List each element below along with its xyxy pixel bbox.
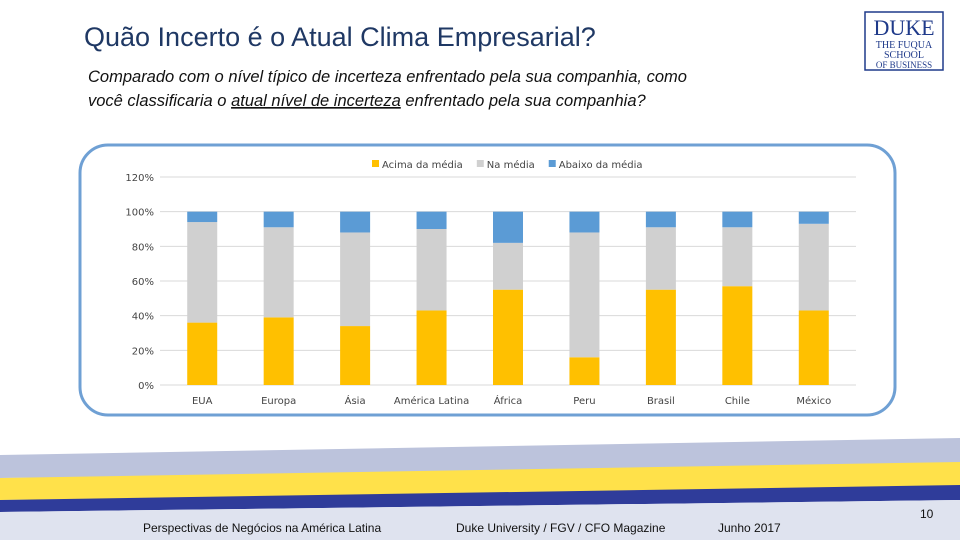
bar-segment <box>187 211 218 223</box>
legend-swatch <box>548 160 556 167</box>
y-tick-label: 120% <box>125 173 154 184</box>
bar-segment <box>340 326 371 385</box>
bar-segment <box>416 229 447 311</box>
swoosh <box>0 500 960 540</box>
legend-label: Na média <box>487 159 535 171</box>
bar-segment <box>722 211 753 228</box>
y-tick-label: 40% <box>132 312 154 323</box>
swoosh <box>0 485 960 512</box>
question-part: atual nível de incerteza <box>231 92 401 110</box>
bar-segment <box>416 211 447 229</box>
logo-text: OF BUSINESS <box>876 60 932 70</box>
bar-segment <box>569 211 600 233</box>
x-tick-label: EUA <box>192 396 213 407</box>
question-part: Comparado com o nível típico de incertez… <box>88 68 687 86</box>
x-tick-label: África <box>494 394 523 407</box>
y-tick-label: 100% <box>125 208 154 219</box>
bar-segment <box>493 242 523 290</box>
bar-segment <box>798 211 829 224</box>
logo-text: SCHOOL <box>884 50 924 61</box>
page-number: 10 <box>920 507 934 521</box>
bar-segment <box>416 310 447 385</box>
footer-text: Perspectivas de Negócios na América Lati… <box>143 521 381 535</box>
y-tick-label: 60% <box>132 277 154 288</box>
legend-swatch <box>372 160 379 167</box>
bar-segment <box>645 211 676 228</box>
question-line: você classificaria o atual nível de ince… <box>88 92 647 110</box>
x-tick-label: Europa <box>261 396 296 407</box>
footer-text: Junho 2017 <box>718 521 781 535</box>
bar-segment <box>722 286 753 385</box>
bar-segment <box>569 357 600 385</box>
x-tick-label: Peru <box>573 396 595 407</box>
y-tick-label: 20% <box>132 346 154 357</box>
legend-swatch <box>476 160 484 167</box>
footer-text: Duke University / FGV / CFO Magazine <box>456 521 666 535</box>
legend-label: Acima da média <box>382 159 463 171</box>
bar-segment <box>569 232 600 358</box>
bar-segment <box>340 211 371 233</box>
bar-segment <box>798 223 829 311</box>
x-tick-label: Brasil <box>647 396 675 407</box>
bar-segment <box>645 289 676 385</box>
x-tick-label: Ásia <box>345 394 366 407</box>
bar-segment <box>187 322 218 385</box>
bar-segment <box>493 211 523 243</box>
question-part: você classificaria o <box>88 92 231 110</box>
y-tick-label: 80% <box>132 242 154 253</box>
bar-segment <box>722 227 753 287</box>
legend-label: Abaixo da média <box>559 159 643 171</box>
bar-segment <box>798 310 829 385</box>
bar-segment <box>340 232 371 327</box>
x-tick-label: México <box>796 395 831 407</box>
bar-segment <box>263 317 294 385</box>
bar-segment <box>263 227 294 318</box>
x-tick-label: Chile <box>725 396 750 407</box>
logo-frame <box>864 11 944 71</box>
bar-segment <box>493 289 523 385</box>
slide-title: Quão Incerto é o Atual Clima Empresarial… <box>84 22 596 52</box>
logo-text: THE FUQUA <box>876 40 933 51</box>
logo-text: DUKE <box>873 15 934 40</box>
bar-segment <box>187 222 218 323</box>
x-tick-label: América Latina <box>394 395 469 407</box>
y-tick-label: 0% <box>138 381 154 392</box>
logo: DUKE THE FUQUA SCHOOL OF BUSINESS <box>864 11 944 71</box>
bar-segment <box>645 227 676 290</box>
bar-segment <box>263 211 294 228</box>
question-line: Comparado com o nível típico de incertez… <box>88 68 687 86</box>
footer-decoration <box>0 438 960 540</box>
question-part: enfrentado pela sua companhia? <box>401 92 647 110</box>
